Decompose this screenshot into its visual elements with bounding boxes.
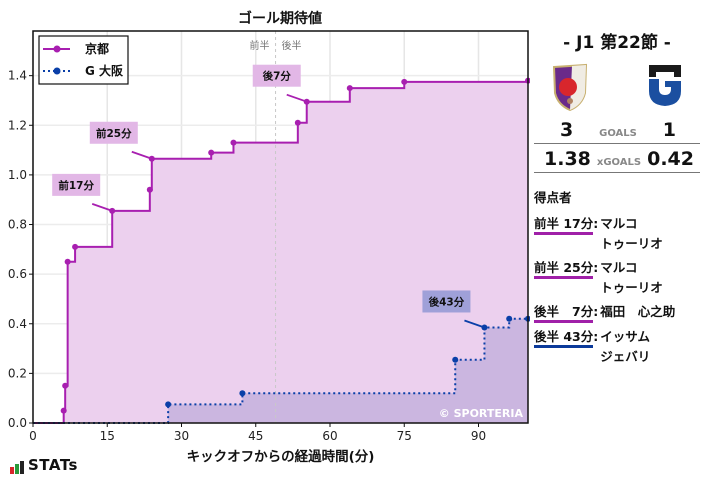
data-point: [346, 85, 353, 92]
goal-time: 前半 17分: [534, 214, 594, 235]
stats-brand-logo: STATs: [10, 456, 78, 474]
home-xg: 1.38: [544, 148, 591, 170]
data-point: [239, 390, 246, 397]
away-xg: 0.42: [647, 148, 694, 170]
scorer-item: 後半 43分: イッサム ジェバリ: [534, 327, 700, 367]
data-point: [60, 407, 67, 414]
data-point: [165, 401, 172, 408]
gamba-osaka-crest-icon: [649, 65, 681, 106]
x-tick-label: 90: [471, 429, 486, 443]
bar-chart-icon: [10, 461, 24, 474]
y-tick-label: 1.0: [8, 168, 27, 182]
data-point: [208, 149, 215, 156]
home-goals: 3: [560, 119, 574, 141]
xgoals-row: 1.38 xGOALS 0.42: [534, 144, 700, 173]
chart-legend: 京都 G 大阪: [38, 35, 129, 85]
x-axis-label: キックオフからの経過時間(分): [187, 448, 375, 465]
x-tick-label: 30: [174, 429, 189, 443]
y-tick-label: 0.4: [8, 317, 27, 331]
x-tick-label: 45: [248, 429, 263, 443]
svg-text:後7分: 後7分: [262, 70, 292, 83]
y-tick-label: 1.2: [8, 118, 27, 132]
round-title: - J1 第22節 -: [563, 33, 671, 53]
goals-row: 3 GOALS 1: [534, 119, 700, 144]
legend-label: 京都: [85, 41, 109, 56]
scorer-name: イッサム ジェバリ: [600, 329, 651, 364]
area-fill: [33, 80, 528, 424]
scorer-item: 後半 7分: 福田 心之助: [534, 302, 700, 323]
x-tick-label: 60: [322, 429, 337, 443]
first-half-label: 前半: [250, 39, 270, 52]
goal-annotation: [52, 173, 101, 196]
svg-text:後43分: 後43分: [428, 295, 465, 308]
goal-annotation: [252, 64, 301, 87]
scorer-name: マルコ トゥーリオ: [600, 260, 663, 295]
data-point: [506, 315, 513, 322]
y-tick-label: 0.8: [8, 218, 27, 232]
data-point: [452, 356, 459, 363]
brand-text: STATs: [28, 456, 78, 474]
svg-text:前25分: 前25分: [96, 127, 132, 140]
area-fill: [33, 318, 528, 423]
scorer-item: 前半 25分: マルコ トゥーリオ: [534, 258, 700, 298]
scorer-name: マルコ トゥーリオ: [600, 216, 663, 251]
x-tick-label: 0: [29, 429, 37, 443]
y-tick-label: 0.2: [8, 366, 27, 380]
y-tick-label: 0.0: [8, 416, 27, 430]
chart-title: ゴール期待値: [238, 11, 322, 27]
data-point: [294, 119, 301, 126]
goal-annotation: [422, 290, 471, 313]
legend-label: G 大阪: [85, 63, 124, 78]
y-tick-label: 1.4: [8, 69, 27, 83]
data-point: [64, 258, 71, 265]
scorers-title: 得点者: [534, 190, 572, 205]
team-logos: [534, 63, 700, 113]
y-tick-label: 0.6: [8, 267, 27, 281]
goals-label: GOALS: [599, 128, 637, 139]
goal-annotation: [89, 121, 138, 144]
xgoals-label: xGOALS: [596, 157, 642, 168]
second-half-label: 後半: [282, 39, 302, 52]
data-point: [401, 78, 408, 85]
goal-time: 前半 25分: [534, 258, 594, 279]
goal-time: 後半 43分: [534, 327, 594, 348]
match-summary-panel: - J1 第22節 - 3 GOALS 1 1.38 xGOALS 0.42 得…: [534, 28, 700, 371]
svg-text:前17分: 前17分: [58, 179, 94, 192]
scorer-item: 前半 17分: マルコ トゥーリオ: [534, 214, 700, 254]
away-goals: 1: [662, 119, 676, 141]
data-point: [146, 186, 153, 193]
data-point: [230, 139, 237, 146]
series-line: [33, 317, 528, 424]
data-point: [72, 243, 79, 250]
x-tick-label: 15: [100, 429, 115, 443]
goal-time: 後半 7分: [534, 302, 594, 323]
data-point: [62, 382, 69, 389]
scorers-list: 得点者 前半 17分: マルコ トゥーリオ 前半 25分: マルコ トゥーリオ …: [534, 187, 700, 367]
kyoto-crest-icon: [552, 63, 588, 111]
watermark: © SPORTERIA: [439, 407, 524, 420]
scorer-name: 福田 心之助: [600, 304, 676, 319]
x-tick-label: 75: [397, 429, 412, 443]
